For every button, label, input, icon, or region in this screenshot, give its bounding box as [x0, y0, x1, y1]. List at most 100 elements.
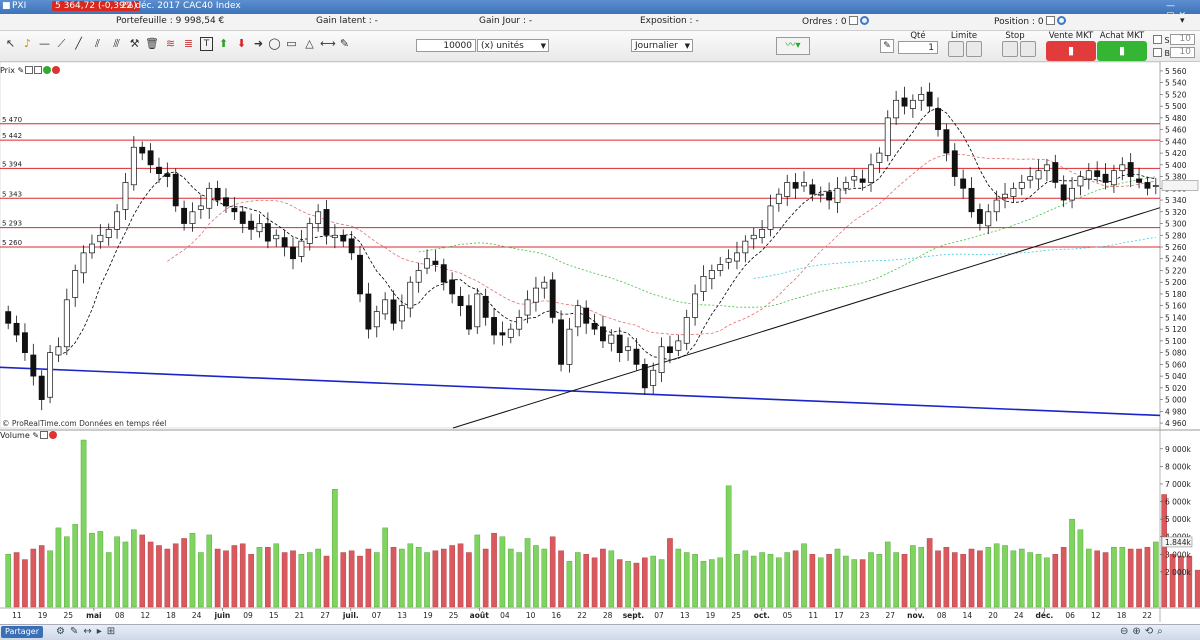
- volume-bar: [1161, 494, 1167, 608]
- expand-icon[interactable]: ▾: [1180, 16, 1185, 26]
- candle-body-down: [826, 191, 833, 201]
- candle-body-up: [708, 270, 715, 280]
- date-tick-label: 14: [963, 611, 973, 620]
- horizontal-level-label: 5 343: [2, 190, 22, 198]
- hammer-icon[interactable]: ⚒: [129, 37, 140, 50]
- segment-icon[interactable]: ⟋: [57, 37, 66, 50]
- chart-style-icon[interactable]: 〰▾: [776, 37, 810, 55]
- bottom-tool-icons[interactable]: ⚙✎↔▸⊞: [56, 626, 121, 637]
- rectangle-icon[interactable]: ▭: [286, 37, 297, 50]
- quantity-input[interactable]: 10000: [416, 39, 476, 52]
- position-box-icon[interactable]: [1045, 16, 1055, 25]
- orders-box-icon[interactable]: [848, 16, 858, 25]
- triangle-icon[interactable]: △: [305, 37, 314, 50]
- orders-ring-icon[interactable]: [859, 16, 869, 25]
- add-indicator-icon[interactable]: [43, 66, 52, 74]
- volume-bar: [993, 543, 1000, 608]
- arrow-down-icon[interactable]: ⬇: [236, 37, 247, 50]
- b-checkbox[interactable]: [1153, 48, 1162, 57]
- volume-bar: [1111, 547, 1117, 608]
- ellipse-icon[interactable]: ◯: [268, 37, 281, 50]
- wand-icon[interactable]: ✎: [339, 37, 350, 50]
- trash-icon[interactable]: 🗑: [145, 37, 159, 50]
- wrench-icon[interactable]: ✎: [32, 431, 40, 440]
- candle: [901, 86, 908, 115]
- fan-icon[interactable]: ≣: [183, 37, 194, 50]
- arrow-right-icon[interactable]: ➜: [253, 37, 264, 50]
- stop-sell-button[interactable]: [1002, 41, 1018, 57]
- position-info[interactable]: Position : 0: [994, 16, 1066, 27]
- limit-buy-button[interactable]: [966, 41, 982, 57]
- wrench-icon[interactable]: ✎: [17, 66, 25, 75]
- volume-bar: [616, 559, 623, 608]
- candle: [876, 147, 883, 174]
- measure-icon[interactable]: ⟷: [320, 37, 336, 50]
- volume-bar: [591, 557, 598, 608]
- date-tick-label: 04: [500, 611, 510, 620]
- volume-bar: [1069, 518, 1075, 608]
- b-option[interactable]: B: [1151, 48, 1170, 58]
- s-input[interactable]: 10: [1170, 34, 1195, 45]
- channel-icon[interactable]: ⫽: [95, 37, 100, 50]
- horizontal-line-icon[interactable]: —: [39, 37, 50, 50]
- alert-bell-icon[interactable]: ♪: [23, 37, 32, 50]
- candle-body-up: [55, 346, 62, 356]
- candle: [993, 190, 1000, 222]
- position-ring-icon[interactable]: [1056, 16, 1066, 25]
- s-checkbox[interactable]: [1153, 35, 1162, 44]
- b-input[interactable]: 10: [1170, 47, 1195, 58]
- stop-buy-button[interactable]: [1020, 41, 1036, 57]
- volume-bar: [1119, 547, 1126, 608]
- sell-market-button[interactable]: ▮: [1046, 41, 1096, 61]
- volume-bar: [80, 439, 87, 608]
- candle-body-down: [549, 279, 556, 318]
- parallel-icon[interactable]: ⫻: [113, 37, 120, 50]
- price-volume-chart[interactable]: 5 470 5 442 5 394 5 343 5 293 5 260 5 560 5 54…: [0, 62, 1200, 624]
- s-option[interactable]: S: [1151, 35, 1170, 45]
- candle: [541, 276, 548, 299]
- candle: [357, 245, 363, 303]
- price-tick-label: 5 280: [1165, 231, 1187, 240]
- candle-body-down: [1102, 173, 1109, 183]
- volume-bar: [884, 541, 891, 608]
- orders-info[interactable]: Ordres : 0: [802, 16, 869, 27]
- close-panel-icon[interactable]: [52, 66, 61, 74]
- restore-icon[interactable]: [34, 66, 43, 74]
- text-tool-icon[interactable]: T: [200, 37, 213, 51]
- candle-body-up: [851, 176, 858, 181]
- maximize-icon[interactable]: [40, 431, 49, 439]
- candle: [365, 282, 372, 339]
- candle: [197, 194, 204, 219]
- date-tick-label: août: [470, 611, 490, 620]
- date-tick-label: 19: [706, 611, 716, 620]
- ma-long: [418, 176, 1156, 308]
- fibonacci-icon[interactable]: ≋: [165, 37, 176, 50]
- candle: [206, 182, 213, 219]
- order-quantity-input[interactable]: 1: [898, 41, 938, 54]
- zoom-icons[interactable]: ⊖⊕⟲⌕: [1120, 626, 1167, 637]
- volume-bar: [390, 547, 397, 608]
- volume-bar: [89, 532, 95, 608]
- volume-bar: [13, 552, 20, 608]
- limit-sell-button[interactable]: [948, 41, 964, 57]
- price-tick-label: 5 460: [1165, 126, 1187, 135]
- volume-bar: [642, 557, 648, 608]
- arrow-up-icon[interactable]: ⬆: [218, 37, 229, 50]
- candle-body-down: [591, 322, 598, 330]
- unit-select[interactable]: (x) unités ▼: [477, 39, 549, 52]
- close-panel-icon[interactable]: [49, 431, 58, 439]
- candle-body-up: [80, 252, 87, 274]
- wrench-icon[interactable]: ✎: [880, 39, 894, 53]
- volume-bar: [843, 555, 849, 608]
- pointer-icon[interactable]: ↖: [5, 37, 16, 50]
- candle: [775, 188, 782, 212]
- volume-bar: [759, 552, 765, 608]
- buy-market-button[interactable]: ▮: [1097, 41, 1147, 61]
- timeframe-select[interactable]: Journalier ▼: [631, 39, 693, 52]
- share-button[interactable]: Partager: [1, 626, 43, 638]
- candle-body-up: [197, 205, 204, 210]
- trendline-icon[interactable]: ╱: [75, 37, 82, 50]
- candle: [63, 288, 70, 355]
- maximize-icon[interactable]: [25, 66, 34, 74]
- symbol-label: PXI: [12, 1, 27, 11]
